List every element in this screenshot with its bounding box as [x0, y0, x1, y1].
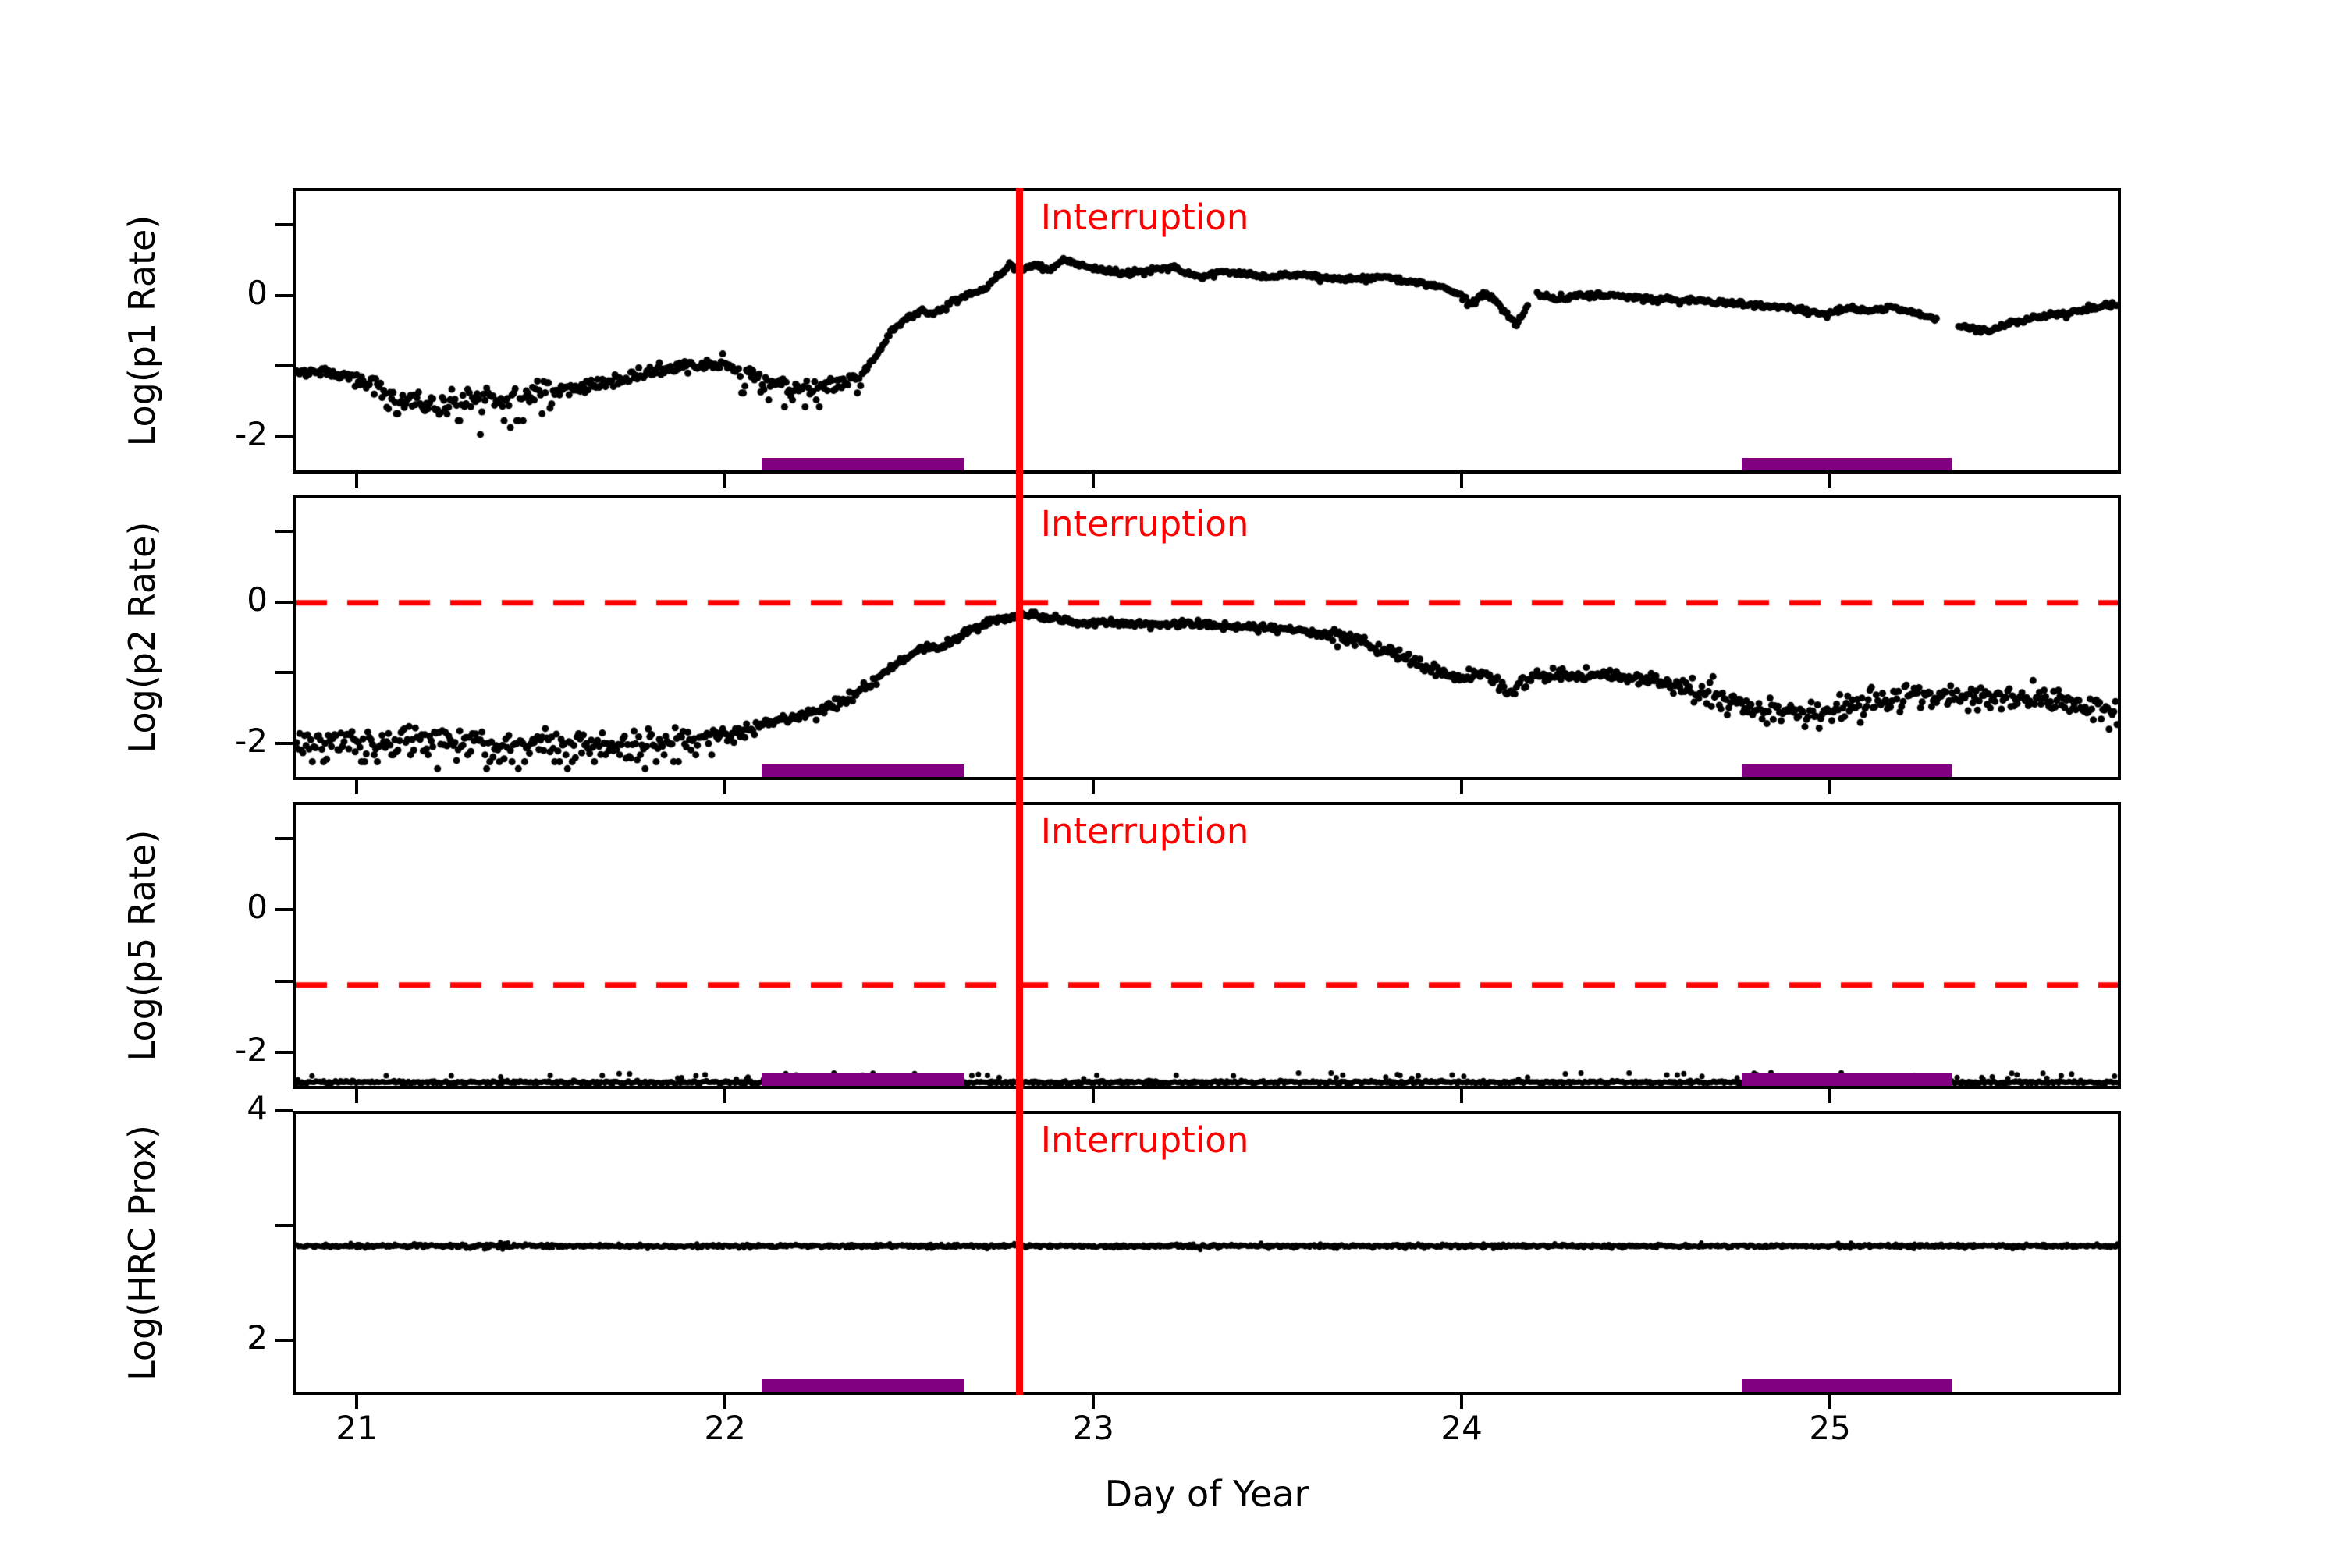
x-tick	[355, 780, 359, 794]
observation-interval-bar	[1741, 458, 1952, 470]
x-tick	[1092, 780, 1096, 794]
y-tick	[275, 293, 293, 297]
panel-p2-rate	[293, 495, 2121, 780]
observation-interval-bar	[762, 1073, 964, 1086]
y-tick	[275, 1338, 293, 1342]
x-tick	[723, 1395, 727, 1409]
y-tick-label: -2	[235, 414, 268, 453]
p1-rate-scatter-canvas	[296, 191, 2118, 470]
panel-p5-rate	[293, 802, 2121, 1089]
observation-interval-bar	[762, 458, 964, 470]
x-tick	[723, 1089, 727, 1103]
x-tick	[1828, 780, 1832, 794]
x-tick	[1828, 474, 1832, 488]
y-tick	[275, 837, 293, 841]
y-tick	[275, 530, 293, 534]
hrc-prox-scatter-canvas	[296, 1114, 2118, 1392]
y-tick-label: -2	[235, 1030, 268, 1069]
interruption-vline	[1016, 188, 1023, 1395]
panel-p1-rate	[293, 188, 2121, 474]
x-tick-label: 21	[336, 1409, 378, 1447]
y-tick-label: 0	[247, 888, 268, 927]
interruption-label: Interruption	[1040, 197, 1249, 238]
x-axis-label: Day of Year	[1104, 1473, 1309, 1515]
y-tick	[275, 908, 293, 912]
y-axis-label-p2: Log(p2 Rate)	[121, 521, 163, 754]
x-tick	[723, 474, 727, 488]
y-tick-label: 4	[247, 1089, 268, 1127]
observation-interval-bar	[762, 764, 964, 777]
x-tick-label: 23	[1072, 1409, 1114, 1447]
x-tick	[355, 1089, 359, 1103]
y-tick	[275, 435, 293, 438]
observation-interval-bar	[762, 1379, 964, 1392]
observation-interval-bar	[1741, 764, 1952, 777]
interruption-label: Interruption	[1040, 1119, 1249, 1161]
y-tick	[275, 1050, 293, 1054]
y-axis-label-p5: Log(p5 Rate)	[121, 829, 163, 1062]
x-tick-label: 22	[704, 1409, 746, 1447]
x-tick	[1092, 1089, 1096, 1103]
y-tick-label: -2	[235, 721, 268, 760]
interruption-label: Interruption	[1040, 503, 1249, 545]
y-tick	[275, 1109, 293, 1112]
y-tick	[275, 223, 293, 227]
y-tick	[275, 1223, 293, 1227]
y-tick	[275, 600, 293, 604]
observation-interval-bar	[1741, 1379, 1952, 1392]
panel-hrc-prox	[293, 1111, 2121, 1395]
y-tick-label: 0	[247, 273, 268, 312]
x-tick	[355, 1395, 359, 1409]
x-tick	[723, 780, 727, 794]
x-tick	[1460, 780, 1464, 794]
y-tick-label: 0	[247, 580, 268, 619]
x-tick	[1460, 1089, 1464, 1103]
p5-rate-scatter-canvas	[296, 805, 2118, 1086]
y-tick	[275, 979, 293, 983]
x-tick-label: 25	[1809, 1409, 1851, 1447]
y-tick-label: 2	[247, 1318, 268, 1357]
x-tick-label: 24	[1440, 1409, 1483, 1447]
x-tick	[1828, 1089, 1832, 1103]
y-axis-label-p1: Log(p1 Rate)	[121, 215, 163, 447]
x-tick	[1828, 1395, 1832, 1409]
y-tick	[275, 364, 293, 368]
p2-rate-scatter-canvas	[296, 498, 2118, 777]
y-tick	[275, 741, 293, 745]
x-tick	[1092, 474, 1096, 488]
x-tick	[1092, 1395, 1096, 1409]
observation-interval-bar	[1741, 1073, 1952, 1086]
interruption-label: Interruption	[1040, 811, 1249, 852]
x-tick	[1460, 1395, 1464, 1409]
y-tick	[275, 671, 293, 675]
x-tick	[1460, 474, 1464, 488]
x-tick	[355, 474, 359, 488]
